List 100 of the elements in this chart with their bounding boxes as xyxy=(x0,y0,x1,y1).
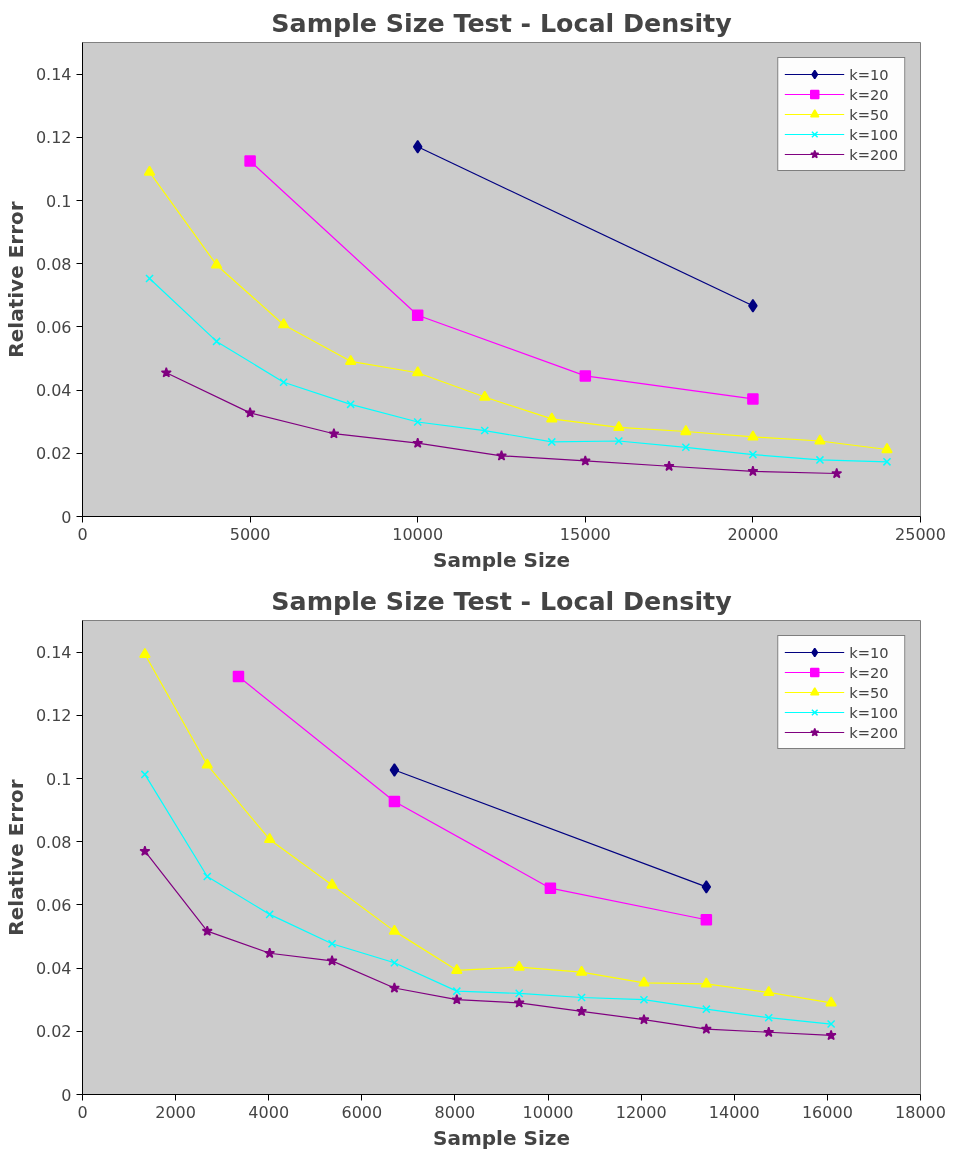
point xyxy=(638,976,650,987)
point xyxy=(825,1029,837,1041)
point xyxy=(389,763,400,777)
point xyxy=(700,977,713,988)
y-tick-label: 0.04 xyxy=(35,959,72,979)
point xyxy=(140,770,150,779)
point xyxy=(212,337,221,346)
legend-label: k=20 xyxy=(849,663,889,681)
legend-label: k=100 xyxy=(849,703,898,721)
legend-label: k=10 xyxy=(849,643,889,661)
x-tick-label: 2000 xyxy=(155,1102,196,1122)
x-tick-label: 16000 xyxy=(801,1102,853,1122)
x-tick-label: 0 xyxy=(77,1102,88,1122)
point xyxy=(579,455,591,466)
legend-label: k=200 xyxy=(849,145,898,163)
point xyxy=(139,845,151,856)
x-axis-title: Sample Size xyxy=(433,547,570,572)
point xyxy=(265,910,274,919)
point xyxy=(747,465,759,477)
point xyxy=(346,400,355,409)
point xyxy=(680,424,692,436)
point xyxy=(700,1023,712,1034)
y-tick-label: 0.14 xyxy=(35,643,72,663)
point xyxy=(201,925,213,936)
point xyxy=(326,955,338,966)
point xyxy=(277,318,290,329)
point xyxy=(825,996,837,1007)
point xyxy=(452,986,462,996)
x-tick-label: 6000 xyxy=(341,1102,383,1122)
y-tick-label: 0.1 xyxy=(46,769,72,789)
point xyxy=(480,426,490,435)
point xyxy=(279,377,288,387)
point xyxy=(201,758,214,769)
point xyxy=(764,1013,774,1022)
point xyxy=(232,670,245,683)
point xyxy=(826,1019,836,1029)
y-axis-title: Relative Error xyxy=(3,201,28,358)
x-tick-label: 4000 xyxy=(248,1102,290,1122)
point xyxy=(881,442,893,454)
x-tick-label: 15000 xyxy=(559,524,611,544)
point xyxy=(575,965,588,976)
legend-label: k=10 xyxy=(849,65,889,83)
point xyxy=(613,420,625,432)
point xyxy=(411,309,424,321)
point xyxy=(202,872,212,881)
y-tick-label: 0.06 xyxy=(35,895,72,915)
legend-label: k=20 xyxy=(849,85,889,103)
point xyxy=(411,366,424,377)
point xyxy=(264,947,276,959)
y-tick-label: 0.06 xyxy=(35,317,72,337)
point xyxy=(681,443,691,452)
legend-label: k=200 xyxy=(849,723,898,741)
y-axis-title: Relative Error xyxy=(3,779,28,936)
y-tick-label: 0.1 xyxy=(46,191,72,211)
point xyxy=(814,434,826,445)
point xyxy=(882,457,892,467)
x-tick-label: 20000 xyxy=(727,524,779,544)
y-tick-label: 0.08 xyxy=(35,832,72,852)
point xyxy=(544,882,557,894)
point xyxy=(763,1026,775,1038)
point xyxy=(263,832,276,844)
x-axis-title: Sample Size xyxy=(433,1125,570,1150)
point xyxy=(244,407,256,418)
y-tick-label: 0.14 xyxy=(35,65,72,85)
point xyxy=(478,390,491,401)
point xyxy=(412,437,424,448)
point xyxy=(614,436,624,446)
y-tick-label: 0 xyxy=(61,1085,72,1105)
x-tick-label: 0 xyxy=(77,524,88,544)
x-tick-label: 25000 xyxy=(895,524,946,544)
x-tick-label: 18000 xyxy=(895,1102,946,1122)
point xyxy=(577,993,586,1002)
point xyxy=(145,274,154,283)
legend-label: k=100 xyxy=(849,125,898,143)
point xyxy=(327,939,337,949)
point xyxy=(412,140,423,154)
point xyxy=(139,647,151,658)
point xyxy=(143,165,156,176)
point xyxy=(388,982,400,993)
point xyxy=(413,417,422,427)
y-tick-label: 0.12 xyxy=(35,128,72,148)
point xyxy=(700,914,713,926)
x-tick-label: 8000 xyxy=(434,1102,476,1122)
point xyxy=(762,985,775,997)
x-tick-label: 14000 xyxy=(708,1102,760,1122)
point xyxy=(638,1013,650,1025)
point xyxy=(747,393,759,405)
point xyxy=(639,995,649,1004)
point xyxy=(326,878,338,889)
y-tick-label: 0.08 xyxy=(35,254,72,274)
point xyxy=(546,412,558,423)
legend-label: k=50 xyxy=(849,683,889,701)
chart-title: Sample Size Test - Local Density xyxy=(271,585,733,616)
y-tick-label: 0.02 xyxy=(35,1022,72,1042)
chart-title: Sample Size Test - Local Density xyxy=(271,7,733,38)
point xyxy=(328,427,340,439)
legend-label: k=50 xyxy=(849,105,889,123)
y-tick-label: 0.12 xyxy=(35,706,72,726)
point xyxy=(815,455,825,465)
y-tick-label: 0.04 xyxy=(35,381,72,401)
